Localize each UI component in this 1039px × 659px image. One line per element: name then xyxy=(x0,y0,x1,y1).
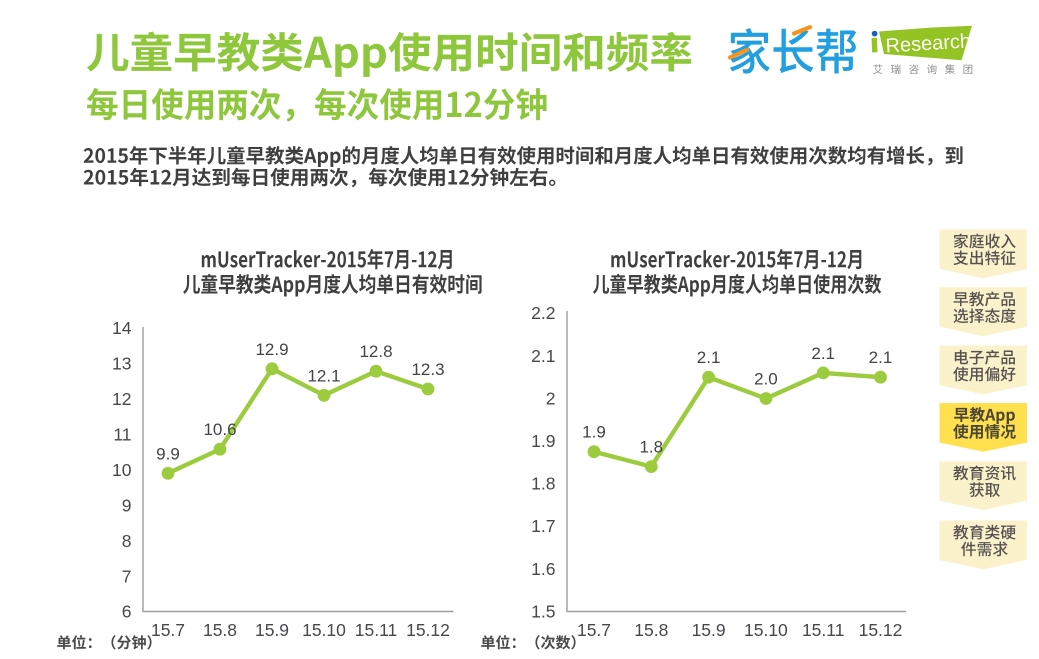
svg-text:15.11: 15.11 xyxy=(802,620,845,640)
svg-text:15.7: 15.7 xyxy=(151,620,185,640)
svg-text:10.6: 10.6 xyxy=(203,420,236,439)
svg-text:2.1: 2.1 xyxy=(811,344,835,363)
svg-text:12.1: 12.1 xyxy=(307,366,340,385)
svg-text:1.9: 1.9 xyxy=(531,431,555,451)
svg-text:8: 8 xyxy=(122,531,132,551)
svg-text:13: 13 xyxy=(112,354,131,374)
svg-text:15.8: 15.8 xyxy=(203,620,237,640)
svg-text:15.12: 15.12 xyxy=(859,620,903,640)
svg-text:2.2: 2.2 xyxy=(531,303,555,323)
svg-text:15.7: 15.7 xyxy=(577,620,611,640)
svg-text:15.10: 15.10 xyxy=(744,620,788,640)
svg-text:15.11: 15.11 xyxy=(355,620,398,640)
svg-text:9.9: 9.9 xyxy=(156,444,180,463)
svg-text:15.10: 15.10 xyxy=(302,620,346,640)
svg-text:1.9: 1.9 xyxy=(582,423,606,442)
svg-text:1.7: 1.7 xyxy=(531,516,555,536)
svg-text:2.1: 2.1 xyxy=(531,346,555,366)
svg-text:1.6: 1.6 xyxy=(531,559,555,579)
svg-text:2.1: 2.1 xyxy=(869,348,893,367)
svg-text:11: 11 xyxy=(113,425,131,445)
svg-text:12.9: 12.9 xyxy=(255,340,288,359)
svg-text:9: 9 xyxy=(122,495,132,515)
svg-text:12.8: 12.8 xyxy=(359,342,392,361)
svg-text:1.8: 1.8 xyxy=(639,438,663,457)
svg-text:14: 14 xyxy=(112,318,132,338)
svg-text:1.5: 1.5 xyxy=(531,601,555,621)
svg-text:12: 12 xyxy=(112,389,131,409)
svg-text:10: 10 xyxy=(112,460,132,480)
svg-text:12.3: 12.3 xyxy=(411,360,444,379)
svg-text:2: 2 xyxy=(546,388,556,408)
svg-text:15.9: 15.9 xyxy=(255,620,289,640)
svg-text:2.0: 2.0 xyxy=(754,370,778,389)
svg-text:15.12: 15.12 xyxy=(406,620,450,640)
svg-text:2.1: 2.1 xyxy=(697,348,721,367)
svg-text:7: 7 xyxy=(122,566,132,586)
svg-text:15.9: 15.9 xyxy=(692,620,726,640)
svg-text:6: 6 xyxy=(122,602,132,622)
svg-text:1.8: 1.8 xyxy=(531,474,555,494)
svg-text:15.8: 15.8 xyxy=(634,620,668,640)
